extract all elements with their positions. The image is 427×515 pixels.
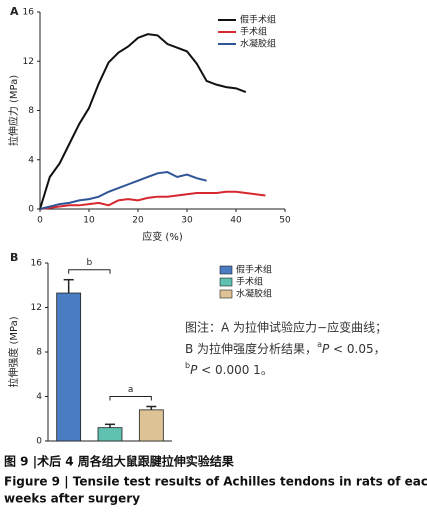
line-series bbox=[39, 171, 207, 210]
significance-label: b bbox=[86, 258, 92, 268]
x-axis-label: 应变 (%) bbox=[142, 230, 183, 243]
x-tick-label: 10 bbox=[83, 216, 95, 226]
note-text: < 0.05， bbox=[329, 342, 385, 356]
y-tick-label: 8 bbox=[28, 106, 34, 116]
note-text: B 为拉伸强度分析结果， bbox=[185, 341, 317, 356]
y-tick-label: 12 bbox=[31, 303, 42, 313]
note-line: B 为拉伸强度分析结果，aP < 0.05， bbox=[185, 340, 386, 356]
y-tick-label: 8 bbox=[36, 348, 42, 358]
legend-label: 假手术组 bbox=[240, 14, 276, 26]
note-line: 图注：A 为拉伸试验应力−应变曲线； bbox=[185, 320, 387, 335]
legend-label: 水凝胶组 bbox=[236, 288, 272, 300]
bar bbox=[56, 292, 82, 442]
panel-label: A bbox=[10, 5, 19, 18]
legend-swatch bbox=[219, 289, 233, 299]
x-tick-label: 30 bbox=[181, 216, 193, 226]
x-tick-label: 20 bbox=[132, 216, 144, 226]
legend-swatch bbox=[219, 277, 233, 287]
significance-label: a bbox=[128, 385, 134, 395]
panel-label: B bbox=[10, 251, 18, 264]
bar bbox=[138, 409, 164, 442]
note-line: bP < 0.000 1。 bbox=[185, 361, 273, 377]
y-tick-label: 4 bbox=[36, 392, 42, 402]
legend-label: 手术组 bbox=[236, 276, 263, 288]
x-tick-label: 0 bbox=[37, 216, 43, 226]
note-sup: a bbox=[317, 340, 322, 349]
y-tick-label: 4 bbox=[28, 155, 34, 165]
note-sup: b bbox=[185, 361, 190, 370]
note-text: < 0.000 1。 bbox=[197, 363, 273, 377]
legend-label: 水凝胶组 bbox=[240, 38, 276, 50]
line-series bbox=[39, 190, 266, 210]
caption-en: Figure 9 | Tensile test results of Achil… bbox=[4, 475, 427, 489]
bar bbox=[97, 427, 123, 442]
y-tick-label: 12 bbox=[23, 57, 34, 67]
y-tick-label: 0 bbox=[36, 437, 42, 447]
y-tick-label: 16 bbox=[31, 259, 43, 269]
y-tick-label: 16 bbox=[23, 8, 35, 18]
caption-cn: 图 9 |术后 4 周各组大鼠跟腱拉伸实验结果 bbox=[4, 454, 234, 469]
legend-label: 手术组 bbox=[240, 26, 267, 38]
y-tick-label: 0 bbox=[28, 205, 34, 215]
note-text: P bbox=[322, 342, 330, 356]
note-text: P bbox=[190, 363, 198, 377]
legend-label: 假手术组 bbox=[236, 264, 272, 276]
x-tick-label: 40 bbox=[230, 216, 242, 226]
caption-en: weeks after surgery bbox=[4, 492, 140, 506]
significance-bracket bbox=[109, 396, 152, 401]
significance-bracket bbox=[68, 269, 111, 274]
y-axis-label: 拉伸强度 (MPa) bbox=[7, 316, 20, 387]
line-series bbox=[39, 33, 247, 210]
legend-swatch bbox=[219, 265, 233, 275]
x-tick-label: 50 bbox=[279, 216, 291, 226]
y-axis-label: 拉伸应力 (MPa) bbox=[7, 75, 20, 146]
